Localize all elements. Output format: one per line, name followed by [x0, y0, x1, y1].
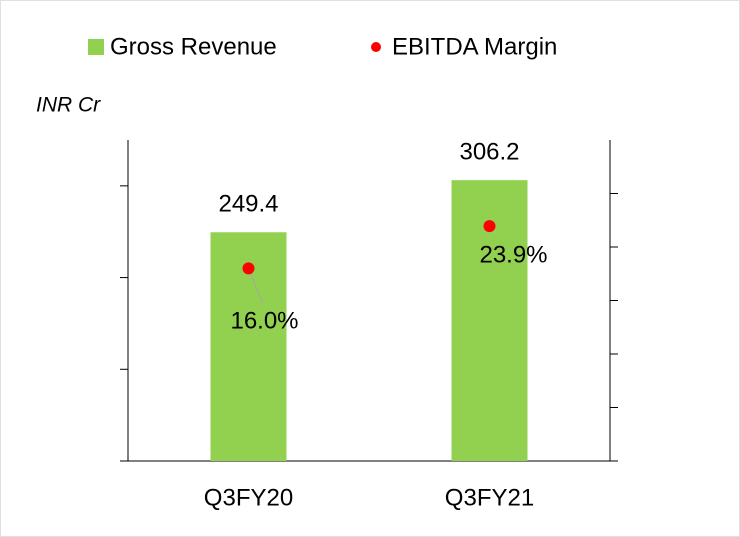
bar-value-label: 249.4	[218, 191, 278, 218]
marker	[242, 262, 255, 275]
x-tick-label: Q3FY20	[204, 484, 293, 511]
x-tick-label: Q3FY21	[445, 484, 534, 511]
bar-value-label: 306.2	[459, 139, 519, 166]
legend-label: EBITDA Margin	[392, 33, 557, 60]
legend-label: Gross Revenue	[110, 33, 277, 60]
leader-line	[248, 268, 263, 303]
marker-value-label: 16.0%	[230, 308, 298, 335]
legend-marker	[371, 42, 381, 52]
unit-annotation: INR Cr	[36, 94, 101, 117]
legend-marker	[88, 39, 104, 55]
marker	[483, 220, 496, 233]
marker-value-label: 23.9%	[479, 241, 547, 268]
